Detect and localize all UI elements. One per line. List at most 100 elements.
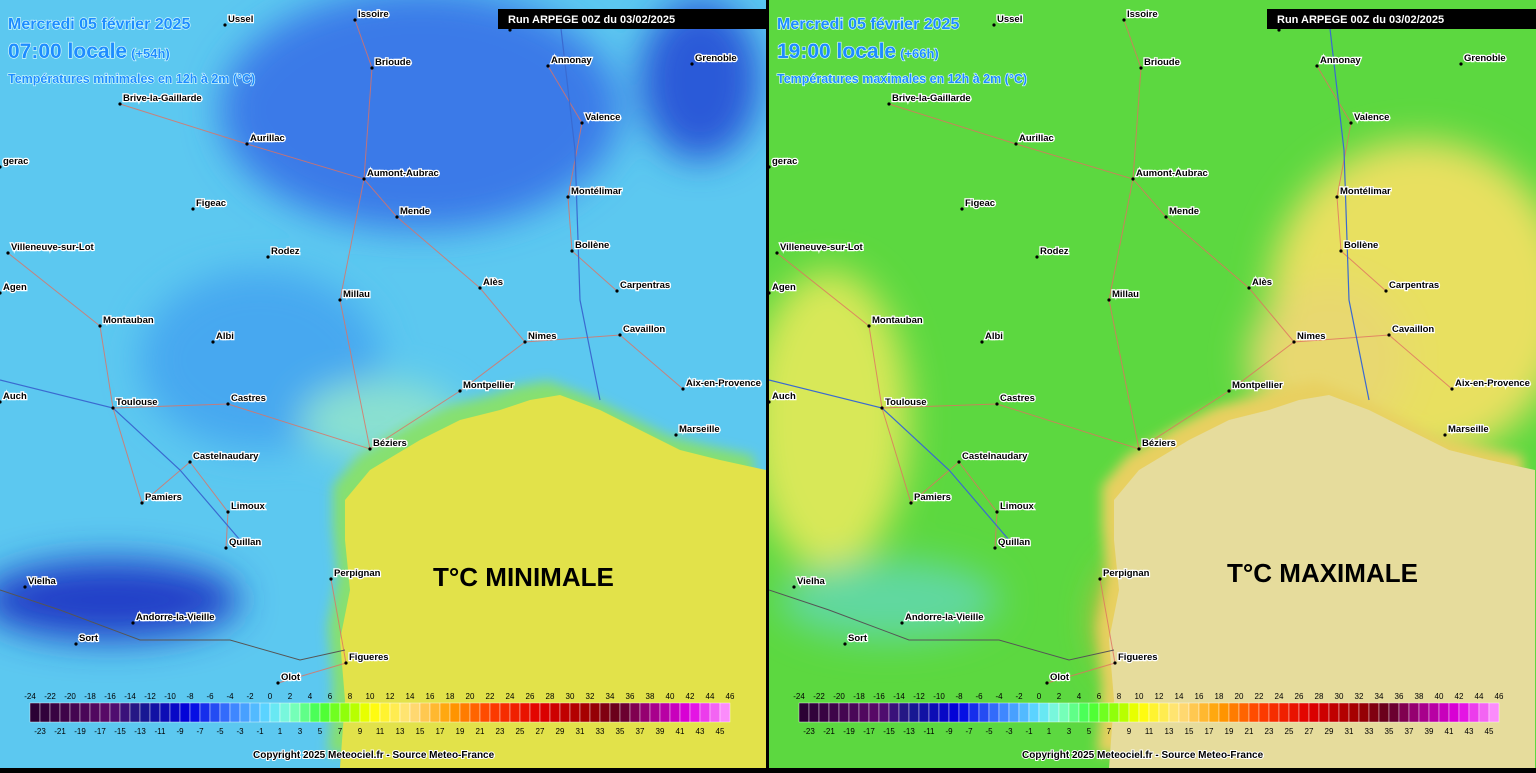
city-marker: [1387, 333, 1391, 337]
city-marker: [615, 289, 619, 293]
city-marker: [546, 64, 550, 68]
legend-swatch: [489, 702, 501, 723]
legend-swatch: [449, 702, 461, 723]
legend-swatch: [279, 702, 291, 723]
city-marker: [1045, 681, 1049, 685]
city-label: Limoux: [231, 501, 265, 512]
legend-top-label: 38: [1415, 692, 1424, 701]
legend-swatch: [1448, 702, 1460, 723]
temperature-zone: [769, 270, 909, 570]
legend-swatch: [609, 702, 621, 723]
city-marker: [276, 681, 280, 685]
legend-top-label: 32: [586, 692, 595, 701]
city-label: Castres: [231, 393, 266, 404]
legend-swatch: [968, 702, 980, 723]
legend-swatch: [79, 702, 91, 723]
legend-top-label: 28: [546, 692, 555, 701]
city-label: Millau: [343, 289, 370, 300]
city-marker: [775, 251, 779, 255]
legend-top-label: 42: [1455, 692, 1464, 701]
legend-bottom-label: 21: [476, 727, 485, 736]
legend-bottom-label: 37: [1405, 727, 1414, 736]
city-marker: [1247, 286, 1251, 290]
legend-bottom-label: 27: [1305, 727, 1314, 736]
legend-bottom-label: -23: [803, 727, 815, 736]
subtitle: Températures maximales en 12h à 2m (°C): [777, 72, 1027, 86]
city-label: Valence: [585, 112, 620, 123]
legend-swatch: [399, 702, 411, 723]
city-marker: [1113, 661, 1117, 665]
legend-swatch: [509, 702, 521, 723]
legend-bottom-label: 41: [1445, 727, 1454, 736]
legend-swatch: [459, 702, 471, 723]
city-marker: [329, 577, 333, 581]
legend-swatch: [1308, 702, 1320, 723]
city-label: gerac: [772, 156, 797, 167]
city-marker: [1384, 289, 1388, 293]
legend-top-label: 2: [1057, 692, 1062, 701]
legend-bottom-label: 39: [656, 727, 665, 736]
city-marker: [0, 400, 2, 404]
time-title: 07:00 locale (+54h): [8, 40, 170, 63]
city-marker: [570, 249, 574, 253]
legend-bottom-label: -21: [54, 727, 66, 736]
legend-top-label: -20: [64, 692, 76, 701]
legend-swatch: [958, 702, 970, 723]
legend-top-label: -16: [873, 692, 885, 701]
legend-bottom-label: 15: [416, 727, 425, 736]
legend-top-label: -12: [144, 692, 156, 701]
legend-swatch: [119, 702, 131, 723]
city-marker: [995, 510, 999, 514]
legend-swatch: [1128, 702, 1140, 723]
legend-swatch: [89, 702, 101, 723]
city-marker: [1107, 298, 1111, 302]
legend-swatch: [1108, 702, 1120, 723]
subtitle: Températures minimales en 12h à 2m (°C): [8, 72, 255, 86]
legend-bottom-label: -1: [1025, 727, 1033, 736]
legend-swatch: [249, 702, 261, 723]
legend-swatch: [1328, 702, 1340, 723]
legend-swatch: [1018, 702, 1030, 723]
city-marker: [960, 207, 964, 211]
city-marker: [1339, 249, 1343, 253]
legend-top-label: 6: [328, 692, 333, 701]
legend-top-label: 0: [268, 692, 273, 701]
city-marker: [118, 102, 122, 106]
legend-swatch: [269, 702, 281, 723]
city-label: Grenoble: [695, 53, 737, 64]
legend-swatch: [1118, 702, 1130, 723]
city-marker: [188, 460, 192, 464]
city-label: Vielha: [797, 576, 826, 587]
legend-top-label: 24: [1275, 692, 1284, 701]
city-marker: [478, 286, 482, 290]
legend-bottom-label: -3: [1005, 727, 1013, 736]
legend-top-label: -14: [893, 692, 905, 701]
city-label: Pamiers: [914, 492, 951, 503]
legend-swatch: [818, 702, 830, 723]
legend-swatch: [1188, 702, 1200, 723]
legend-swatch: [29, 702, 41, 723]
legend-swatch: [808, 702, 820, 723]
city-marker: [362, 177, 366, 181]
run-label: Run ARPEGE 00Z du 03/02/2025: [508, 14, 675, 26]
city-marker: [681, 387, 685, 391]
city-label: Castres: [1000, 393, 1035, 404]
city-marker: [344, 661, 348, 665]
legend-swatch: [838, 702, 850, 723]
legend-top-label: 34: [1375, 692, 1384, 701]
legend-swatch: [1178, 702, 1190, 723]
legend-swatch: [689, 702, 701, 723]
city-marker: [1164, 215, 1168, 219]
legend-top-label: -16: [104, 692, 116, 701]
legend-swatch: [1398, 702, 1410, 723]
legend-top-label: -10: [164, 692, 176, 701]
legend-bottom-label: 9: [358, 727, 363, 736]
legend-swatch: [519, 702, 531, 723]
legend-bottom-label: -7: [196, 727, 204, 736]
time: 19:00 locale: [777, 40, 896, 63]
temperature-zone: [220, 0, 620, 230]
legend-swatch: [69, 702, 81, 723]
legend-swatch: [908, 702, 920, 723]
legend-swatch: [1038, 702, 1050, 723]
city-marker: [900, 621, 904, 625]
